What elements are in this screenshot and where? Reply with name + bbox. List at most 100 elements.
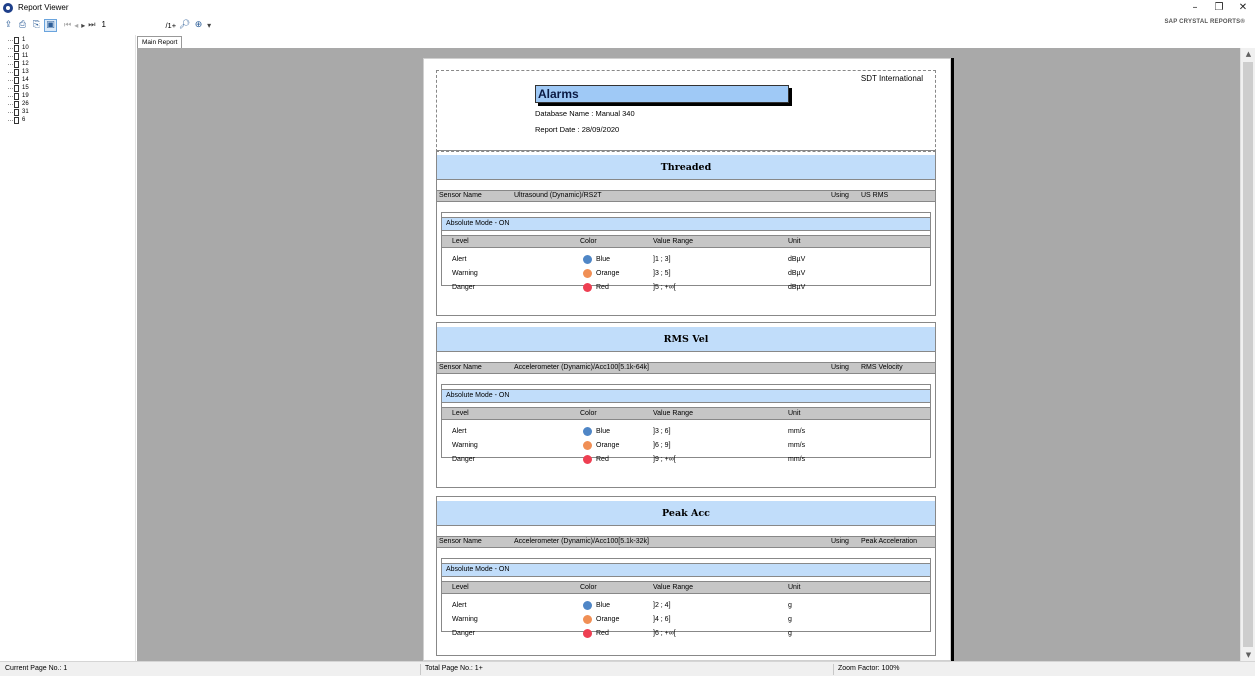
- page-icon: [14, 84, 19, 92]
- first-page-icon[interactable]: ⏮: [64, 20, 72, 29]
- tree-connector: [8, 63, 13, 65]
- previous-page-icon[interactable]: ◂: [74, 20, 79, 30]
- current-page-status: Current Page No.: 1: [5, 665, 68, 672]
- tree-item[interactable]: 10: [8, 44, 135, 52]
- minimize-button[interactable]: –: [1192, 2, 1198, 13]
- tab-strip: Main Report: [137, 35, 1255, 48]
- status-bar: Current Page No.: 1 Total Page No.: 1+ Z…: [0, 661, 1255, 676]
- level-row: Alert Blue]1 ; 3] dBµV: [442, 253, 930, 266]
- tree-connector: [8, 47, 13, 49]
- scroll-thumb[interactable]: [1243, 62, 1253, 647]
- using-label: Using: [831, 364, 849, 371]
- close-button[interactable]: ✕: [1238, 2, 1248, 13]
- tree-item[interactable]: 14: [8, 76, 135, 84]
- mode-box: Absolute Mode - ON Level Color Value Range U…: [441, 384, 931, 464]
- tree-item-label: 13: [22, 69, 29, 75]
- print-icon[interactable]: ⎙: [18, 20, 27, 30]
- alarm-section: Threaded Sensor Name Ultrasound (Dynamic)/…: [436, 150, 936, 316]
- window-title: Report Viewer: [18, 3, 69, 12]
- tree-connector: [8, 79, 13, 81]
- tree-item-label: 15: [22, 85, 29, 91]
- value-range: ]3 ; 5]: [653, 270, 671, 277]
- sensor-name-label: Sensor Name: [439, 538, 482, 545]
- toolbar: ⇪ ⎙ ⎘ ▣ ⏮ ◂ ▸ ⏭ 1 /1+ 🔎︎ ⊕ ▾ SAP CRYSTAL…: [0, 15, 1255, 35]
- color-dot-icon: [583, 283, 592, 292]
- tree-item-label: 12: [22, 61, 29, 67]
- tree-item[interactable]: 6: [8, 116, 135, 124]
- range-column-header: Value Range: [653, 410, 693, 417]
- tree-item[interactable]: 12: [8, 60, 135, 68]
- using-value: US RMS: [861, 192, 889, 199]
- color-column-header: Color: [580, 238, 597, 245]
- tree-item-label: 31: [22, 109, 29, 115]
- sensor-name-label: Sensor Name: [439, 364, 482, 371]
- page-icon: [14, 44, 19, 52]
- scroll-up-icon[interactable]: ▲: [1245, 50, 1252, 58]
- find-icon[interactable]: 🔎︎: [178, 20, 191, 30]
- unit-value: dBµV: [788, 284, 806, 291]
- tree-item[interactable]: 19: [8, 92, 135, 100]
- tree-connector: [8, 71, 13, 73]
- level-name: Danger: [452, 630, 475, 637]
- page-number-input[interactable]: 1: [101, 20, 106, 29]
- tree-item[interactable]: 11: [8, 52, 135, 60]
- tree-item[interactable]: 31: [8, 108, 135, 116]
- color-dot-icon: [583, 269, 592, 278]
- restore-button[interactable]: ❐: [1214, 2, 1224, 13]
- color-name: Orange: [596, 616, 620, 623]
- report-viewport[interactable]: SDT International Alarms Database Name :…: [137, 48, 1240, 661]
- tree-item-label: 19: [22, 93, 29, 99]
- tree-item[interactable]: 15: [8, 84, 135, 92]
- tree-item[interactable]: 1: [8, 36, 135, 44]
- vertical-scrollbar[interactable]: ▲ ▼: [1240, 48, 1255, 661]
- level-column-headers: Level Color Value Range Unit: [442, 407, 930, 420]
- window-controls: – ❐ ✕: [1183, 0, 1255, 15]
- status-divider: [833, 664, 834, 675]
- value-range: ]3 ; 6]: [653, 428, 671, 435]
- alarm-section: RMS Vel Sensor Name Accelerometer (Dynamic…: [436, 322, 936, 488]
- unit-value: dBµV: [788, 270, 806, 277]
- tree-item-label: 11: [22, 53, 29, 59]
- unit-column-header: Unit: [788, 584, 801, 591]
- tree-connector: [8, 95, 13, 97]
- sensor-row: Sensor Name Accelerometer (Dynamic)/Acc10…: [437, 536, 935, 548]
- color-dot-icon: [583, 455, 592, 464]
- color-column-header: Color: [580, 410, 597, 417]
- zoom-icon[interactable]: ⊕: [194, 20, 203, 30]
- page-total-label: /1+: [165, 20, 177, 30]
- last-page-icon[interactable]: ⏭: [88, 20, 96, 29]
- tree-connector: [8, 111, 13, 113]
- page-icon: [14, 100, 19, 108]
- toggle-tree-icon[interactable]: ▣: [44, 18, 57, 32]
- color-name: Blue: [596, 428, 611, 435]
- unit-column-header: Unit: [788, 238, 801, 245]
- tree-item-label: 26: [22, 101, 29, 107]
- tree-item[interactable]: 26: [8, 100, 135, 108]
- scroll-down-icon[interactable]: ▼: [1245, 651, 1252, 659]
- value-range: ]6 ; +∞[: [653, 630, 676, 637]
- unit-value: mm/s: [788, 456, 806, 463]
- unit-value: mm/s: [788, 428, 806, 435]
- page-icon: [14, 60, 19, 68]
- tree-connector: [8, 103, 13, 105]
- value-range: ]9 ; +∞[: [653, 456, 676, 463]
- export-icon[interactable]: ⇪: [4, 20, 13, 30]
- sensor-name-label: Sensor Name: [439, 192, 482, 199]
- color-dot-icon: [583, 255, 592, 264]
- tab-main-report[interactable]: Main Report: [137, 36, 183, 48]
- color-name: Blue: [596, 602, 611, 609]
- report-page: SDT International Alarms Database Name :…: [423, 58, 951, 661]
- zoom-dropdown-icon[interactable]: ▾: [207, 20, 212, 30]
- status-divider: [420, 664, 421, 675]
- copy-icon[interactable]: ⎘: [32, 20, 41, 30]
- section-title: RMS Vel: [437, 327, 935, 352]
- next-page-icon[interactable]: ▸: [81, 20, 86, 30]
- sensor-row: Sensor Name Accelerometer (Dynamic)/Acc10…: [437, 362, 935, 374]
- brand-label: SAP CRYSTAL REPORTS®: [1164, 19, 1245, 25]
- tree-item[interactable]: 13: [8, 68, 135, 76]
- level-row: Alert Blue]2 ; 4] g: [442, 599, 930, 612]
- color-dot-icon: [583, 629, 592, 638]
- color-dot-icon: [583, 427, 592, 436]
- value-range: ]5 ; +∞[: [653, 284, 676, 291]
- sensor-name-value: Accelerometer (Dynamic)/Acc100[5.1k-32k]: [514, 538, 649, 545]
